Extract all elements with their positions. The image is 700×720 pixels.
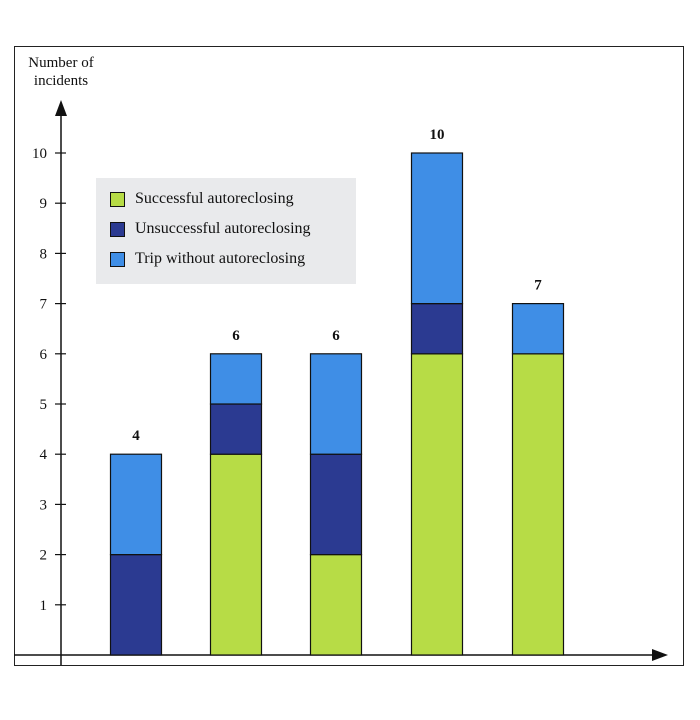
legend-swatch-trip: [110, 251, 125, 267]
bar-1-segment-3: [109, 453, 163, 556]
y-tick-label-5: 5: [40, 397, 48, 413]
bar-2-segment-3: [209, 353, 263, 405]
bar-3-segment-2: [309, 453, 363, 556]
x-axis-arrow: [652, 649, 668, 661]
y-tick-label-4: 4: [40, 447, 48, 463]
legend-swatch-successful: [110, 191, 125, 207]
legend-swatch-unsuccessful: [110, 221, 125, 237]
y-axis-label: Number of incidents: [28, 55, 94, 89]
bar-1-total-label: 4: [132, 428, 140, 444]
y-tick-label-1: 1: [40, 598, 48, 614]
legend-label-unsuccessful: Unsuccessful autoreclosing: [135, 220, 311, 237]
y-tick-label-2: 2: [40, 548, 48, 564]
y-tick-label-9: 9: [40, 196, 48, 212]
chart-frame: [14, 46, 684, 666]
bar-4-segment-1: [410, 353, 464, 656]
legend: Successful autoreclosing Unsuccessful au…: [96, 178, 356, 284]
bar-3-total-label: 6: [332, 328, 340, 344]
legend-label-successful: Successful autoreclosing: [135, 190, 294, 207]
y-tick-label-3: 3: [40, 497, 48, 513]
y-axis-arrow: [55, 100, 67, 116]
chart-frame-bottom: [14, 665, 684, 666]
chart-frame-right: [683, 46, 684, 666]
bar-4-total-label: 10: [430, 127, 445, 143]
bar-2-segment-1: [209, 453, 263, 656]
y-tick-label-6: 6: [40, 347, 48, 363]
bar-2-segment-2: [209, 403, 263, 455]
legend-label-trip: Trip without autoreclosing: [135, 250, 306, 267]
bar-5-total-label: 7: [534, 278, 542, 294]
bar-3-segment-3: [309, 353, 363, 455]
legend-item-unsuccessful: Unsuccessful autoreclosing: [110, 220, 311, 238]
bar-2-total-label: 6: [232, 328, 240, 344]
bar-5-segment-1: [511, 353, 565, 656]
bar-3-segment-1: [309, 553, 363, 656]
bar-1-segment-2: [109, 553, 163, 656]
legend-item-successful: Successful autoreclosing: [110, 190, 294, 208]
bar-4-segment-2: [410, 303, 464, 355]
y-tick-label-8: 8: [40, 246, 48, 262]
y-tick-label-10: 10: [32, 146, 47, 162]
legend-item-trip: Trip without autoreclosing: [110, 250, 305, 268]
bar-5-segment-3: [511, 303, 565, 355]
bar-4-segment-3: [410, 152, 464, 305]
y-tick-label-7: 7: [40, 297, 48, 313]
